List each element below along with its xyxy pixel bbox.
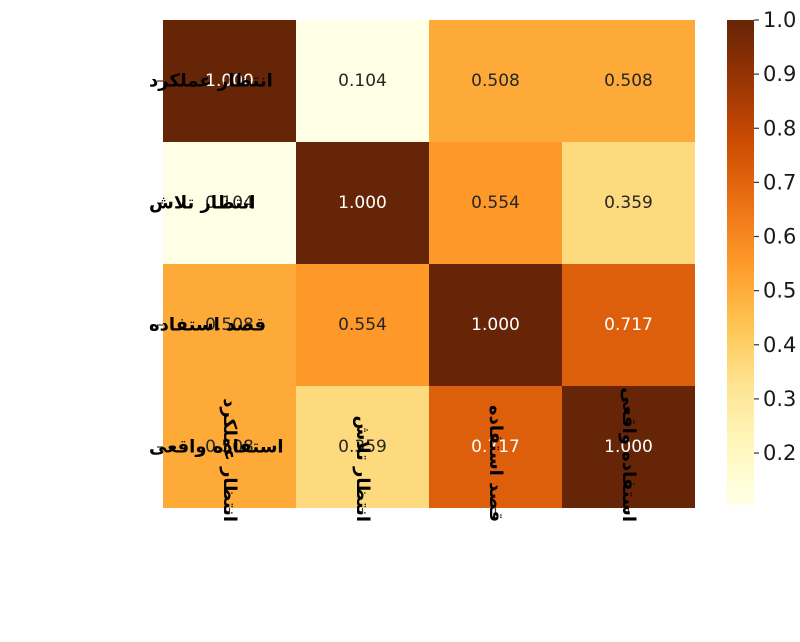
heatmap-cell <box>562 386 695 508</box>
cell-value-label: 1.000 <box>338 193 387 213</box>
y-tick-label: استفاده واقعی <box>149 437 284 458</box>
cell-value-label: 0.104 <box>205 193 254 213</box>
cell-value-label: 0.104 <box>338 71 387 91</box>
heatmap-cell <box>163 386 296 508</box>
column-labels: انتظار عملکرد انتظار تلاش قصد استفاده استفا… <box>219 387 639 522</box>
cell-value-label: 0.508 <box>471 71 520 91</box>
cell-value-label: 1.000 <box>471 315 520 335</box>
heatmap-cell <box>163 264 296 386</box>
heatmap-cell <box>429 142 562 264</box>
x-tick-label: استفاده واقعی <box>618 387 639 522</box>
cell-value-label: 1.000 <box>205 71 254 91</box>
heatmap-cell <box>562 20 695 142</box>
x-tick-label: انتظار عملکرد <box>219 398 240 522</box>
colorbar-tick-label: 0.5 <box>763 279 796 303</box>
colorbar: 1.0 0.9 0.8 0.7 0.6 0.5 0.4 0.3 0.2 <box>727 8 796 505</box>
heatmap-cell <box>296 20 429 142</box>
colorbar-tick-label: 0.6 <box>763 225 796 249</box>
cell-value-label: 0.508 <box>205 315 254 335</box>
heatmap-cell <box>562 142 695 264</box>
colorbar-tick-label: 0.2 <box>763 441 796 465</box>
y-tick-label: انتظار تلاش <box>149 193 255 214</box>
colorbar-tick-label: 0.4 <box>763 333 796 357</box>
cell-value-label: 0.554 <box>338 315 387 335</box>
heatmap-cell <box>429 20 562 142</box>
colorbar-tick-label: 1.0 <box>763 8 796 32</box>
heatmap-cell <box>429 264 562 386</box>
colorbar-tick-label: 0.7 <box>763 170 796 194</box>
heatmap-cells: 1.000 0.104 0.508 0.508 0.104 1.000 0.554 0.359… <box>163 20 695 508</box>
colorbar-gradient <box>727 20 754 505</box>
colorbar-tick-label: 0.9 <box>763 62 796 86</box>
cell-value-label: 0.359 <box>338 437 387 457</box>
y-tick-label: قصد استفاده <box>149 315 266 336</box>
heatmap-cell <box>296 142 429 264</box>
x-tick-label: انتظار تلاش <box>352 416 373 522</box>
cell-value-label: 0.717 <box>604 315 653 335</box>
colorbar-tick-label: 0.8 <box>763 116 796 140</box>
cell-value-label: 0.359 <box>604 193 653 213</box>
row-labels: انتظار عملکرد انتظار تلاش قصد استفاده استفا… <box>149 71 284 458</box>
y-tick-label: انتظار عملکرد <box>149 71 273 92</box>
cell-value-label: 0.554 <box>471 193 520 213</box>
x-tick-label: قصد استفاده <box>485 405 506 522</box>
heatmap-cell <box>429 386 562 508</box>
cell-value-label: 0.508 <box>604 71 653 91</box>
heatmap-cell <box>163 20 296 142</box>
heatmap-cell <box>296 264 429 386</box>
cell-value-label: 0.717 <box>471 437 520 457</box>
heatmap-cell <box>562 264 695 386</box>
colorbar-tick-label: 0.3 <box>763 387 796 411</box>
heatmap-cell <box>163 142 296 264</box>
cell-value-label: 0.508 <box>205 437 254 457</box>
heatmap-cell <box>296 386 429 508</box>
cell-value-label: 1.000 <box>604 437 653 457</box>
